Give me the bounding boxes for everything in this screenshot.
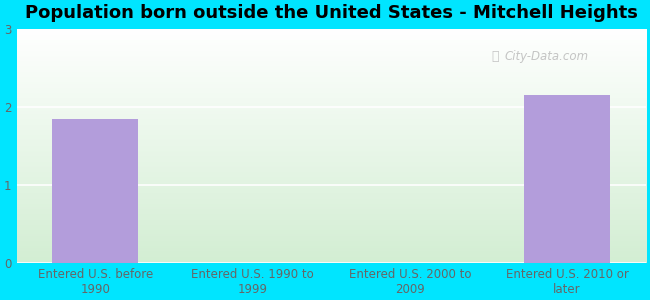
Title: Population born outside the United States - Mitchell Heights: Population born outside the United State… [25,4,638,22]
Text: ⓘ: ⓘ [491,50,499,63]
Bar [52,119,138,263]
Text: City-Data.com: City-Data.com [504,50,588,63]
Bar [524,95,610,263]
